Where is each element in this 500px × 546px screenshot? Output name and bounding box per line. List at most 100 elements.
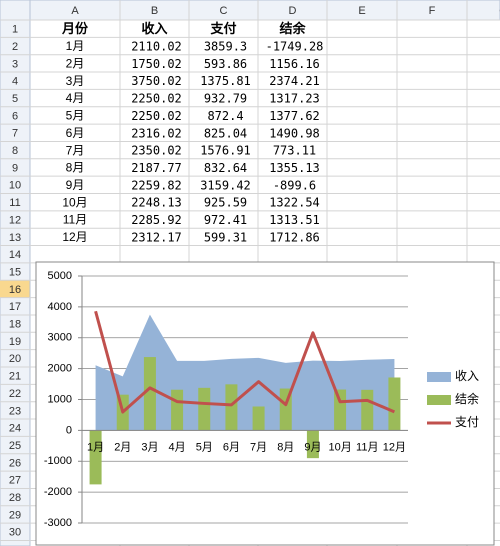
table-cell: 1576.91 xyxy=(200,144,251,158)
row-number: 8 xyxy=(12,145,18,157)
y-tick-label: 1000 xyxy=(48,393,72,405)
bar xyxy=(306,430,319,459)
row-number: 14 xyxy=(9,249,21,261)
column-header: D xyxy=(289,5,297,17)
table-cell: 1377.62 xyxy=(269,109,320,123)
table-cell: 972.41 xyxy=(204,213,247,227)
bar xyxy=(198,387,211,431)
row-number: 4 xyxy=(12,76,18,88)
row-number: 13 xyxy=(9,232,21,244)
row-number: 3 xyxy=(12,58,18,70)
row-number: 15 xyxy=(9,266,21,278)
y-tick-label: 4000 xyxy=(48,301,72,313)
row-number: 22 xyxy=(9,388,21,400)
table-cell: 3159.42 xyxy=(200,178,251,192)
row-number: 2 xyxy=(12,41,18,53)
row-number: 1 xyxy=(12,24,18,36)
table-cell: 2350.02 xyxy=(131,144,182,158)
legend-swatch xyxy=(427,372,451,382)
table-cell: 2187.77 xyxy=(131,161,182,175)
table-cell: 2250.02 xyxy=(131,92,182,106)
column-header: E xyxy=(358,5,365,17)
row-number: 28 xyxy=(9,492,21,504)
table-cell: 2248.13 xyxy=(131,196,182,210)
y-tick-label: 5000 xyxy=(48,270,72,282)
bar xyxy=(171,389,184,431)
row-number: 23 xyxy=(9,405,21,417)
table-cell: 1156.16 xyxy=(269,57,320,71)
row-number: 17 xyxy=(9,301,21,313)
table-cell: 1313.51 xyxy=(269,213,320,227)
table-cell: 1月 xyxy=(66,39,85,53)
table-cell: 925.59 xyxy=(204,196,247,210)
table-cell: 1375.81 xyxy=(200,74,251,88)
table-cell: 11月 xyxy=(63,213,87,227)
table-cell: 5月 xyxy=(66,109,85,123)
row-number: 7 xyxy=(12,128,18,140)
x-tick-label: 9月 xyxy=(304,441,321,453)
row-number: 6 xyxy=(12,110,18,122)
row-number: 24 xyxy=(9,423,21,435)
x-tick-label: 8月 xyxy=(277,441,294,453)
table-cell: 1317.23 xyxy=(269,92,320,106)
table-cell: 10月 xyxy=(62,195,87,209)
y-tick-label: 3000 xyxy=(48,332,72,344)
table-cell: 1490.98 xyxy=(269,126,320,140)
x-tick-label: 3月 xyxy=(141,441,158,453)
table-cell: 1355.13 xyxy=(269,161,320,175)
table-cell: 3859.3 xyxy=(204,40,247,54)
area xyxy=(95,314,395,431)
y-tick-label: 0 xyxy=(66,424,72,436)
row-number: 21 xyxy=(9,371,21,383)
row-number: 29 xyxy=(9,509,21,521)
x-tick-label: 12月 xyxy=(383,441,406,453)
table-cell: 12月 xyxy=(62,230,87,244)
x-tick-label: 5月 xyxy=(196,441,213,453)
bar xyxy=(252,406,265,431)
x-tick-label: 6月 xyxy=(223,441,240,453)
bar xyxy=(89,430,102,485)
bar xyxy=(225,384,238,431)
bar xyxy=(388,377,401,431)
row-number: 10 xyxy=(9,180,21,192)
y-tick-label: -1000 xyxy=(44,455,72,467)
legend-label: 收入 xyxy=(455,369,479,383)
legend-label: 结余 xyxy=(455,391,479,406)
table-cell: 7月 xyxy=(66,143,85,157)
table-header: 结余 xyxy=(279,21,306,37)
y-tick-label: 2000 xyxy=(48,363,72,375)
column-header: B xyxy=(151,5,158,17)
table-cell: -899.6 xyxy=(273,178,316,192)
x-tick-label: 2月 xyxy=(114,441,131,453)
row-number: 5 xyxy=(12,93,18,105)
row-number: 9 xyxy=(12,162,18,174)
table-cell: 872.4 xyxy=(207,109,243,123)
table-cell: 2110.02 xyxy=(131,40,182,54)
table-cell: 3月 xyxy=(66,74,85,88)
row-number: 11 xyxy=(9,197,20,209)
column-header: A xyxy=(71,5,79,17)
column-header: C xyxy=(220,5,228,17)
table-cell: 825.04 xyxy=(204,126,247,140)
table-cell: 832.64 xyxy=(204,161,247,175)
row-number: 20 xyxy=(9,353,21,365)
y-tick-label: -2000 xyxy=(44,486,72,498)
table-cell: 4月 xyxy=(66,91,85,105)
bar xyxy=(361,389,374,431)
bar xyxy=(143,357,156,431)
table-cell: 773.11 xyxy=(273,144,316,158)
table-cell: 2316.02 xyxy=(131,126,182,140)
row-number: 16 xyxy=(9,284,21,296)
bar xyxy=(334,389,347,431)
x-tick-label: 4月 xyxy=(169,441,186,453)
selected-row-header xyxy=(0,280,30,298)
column-header: F xyxy=(429,5,436,17)
table-cell: 9月 xyxy=(66,178,85,192)
legend-swatch xyxy=(427,395,451,405)
table-cell: 3750.02 xyxy=(131,74,182,88)
line xyxy=(94,310,396,414)
table-header: 支付 xyxy=(209,21,236,37)
table-cell: 2250.02 xyxy=(131,109,182,123)
table-cell: 2312.17 xyxy=(131,230,182,244)
